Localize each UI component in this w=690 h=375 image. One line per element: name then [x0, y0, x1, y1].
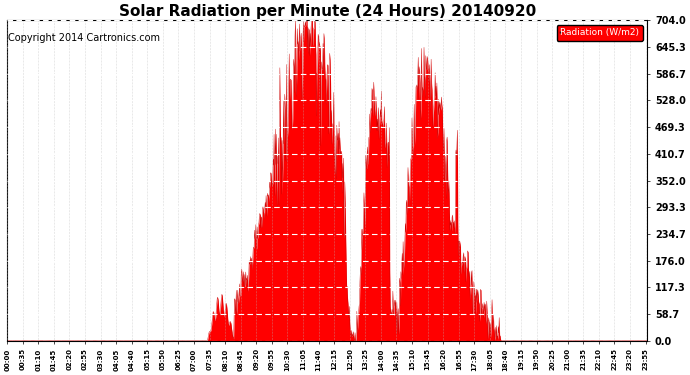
Text: Copyright 2014 Cartronics.com: Copyright 2014 Cartronics.com [8, 33, 161, 43]
Legend: Radiation (W/m2): Radiation (W/m2) [557, 25, 643, 41]
Title: Solar Radiation per Minute (24 Hours) 20140920: Solar Radiation per Minute (24 Hours) 20… [119, 4, 536, 19]
